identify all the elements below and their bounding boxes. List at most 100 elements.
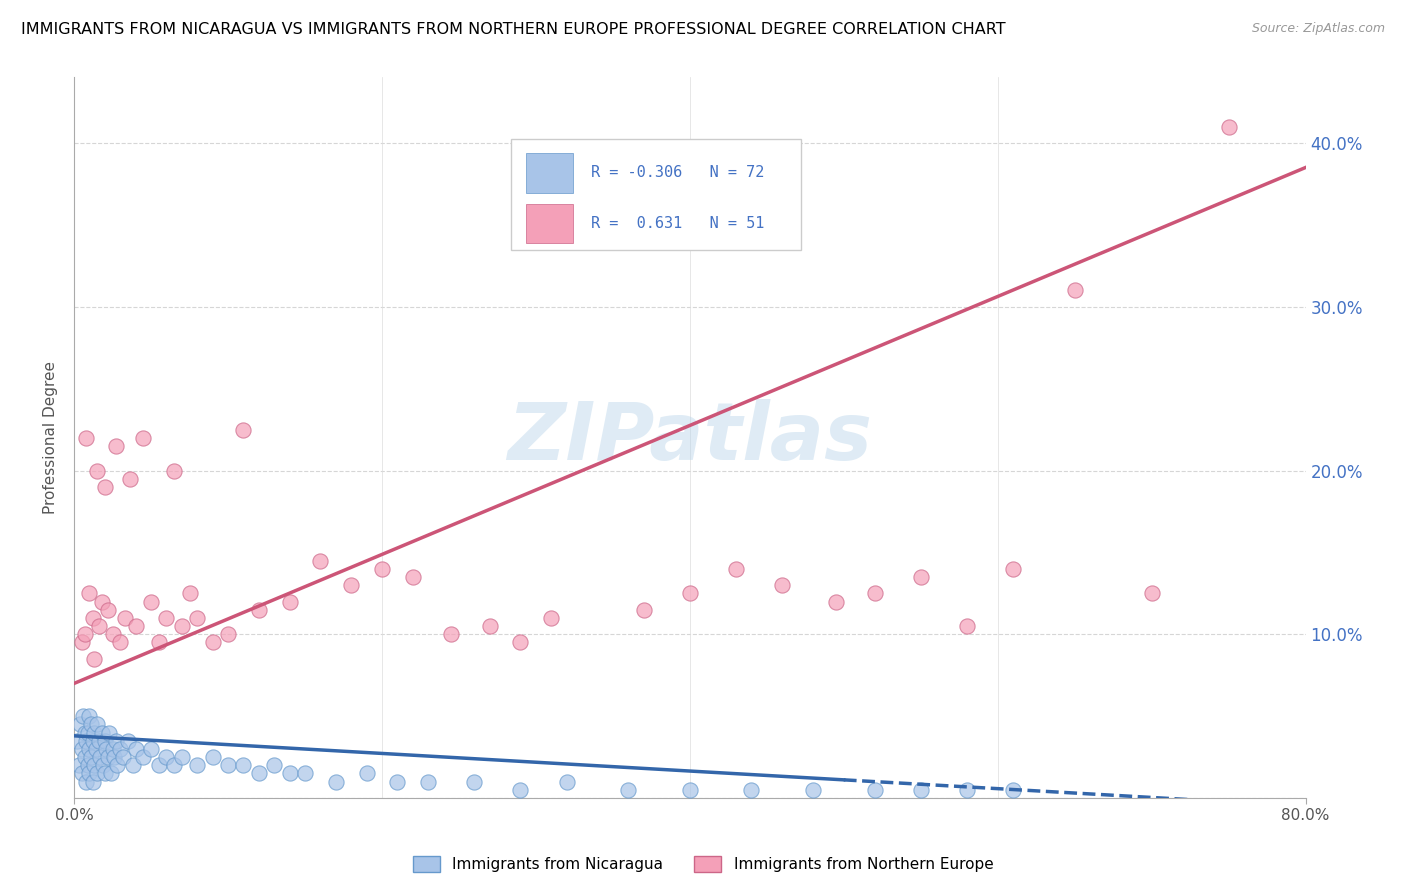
Point xyxy=(179,586,201,600)
Point xyxy=(1002,783,1025,797)
Point xyxy=(101,627,124,641)
Point xyxy=(910,783,932,797)
Point xyxy=(555,774,578,789)
Point xyxy=(75,431,97,445)
Point xyxy=(863,783,886,797)
Point xyxy=(1063,284,1085,298)
Point xyxy=(90,594,112,608)
Point xyxy=(82,733,104,747)
Point xyxy=(586,210,609,224)
Point xyxy=(232,423,254,437)
Point xyxy=(155,750,177,764)
Point xyxy=(67,758,90,772)
Point xyxy=(96,742,118,756)
Point xyxy=(124,619,146,633)
Point xyxy=(309,553,332,567)
Point xyxy=(356,766,378,780)
FancyBboxPatch shape xyxy=(512,138,800,251)
Point xyxy=(201,635,224,649)
Point xyxy=(84,742,107,756)
Point xyxy=(163,758,186,772)
Text: R =  0.631   N = 51: R = 0.631 N = 51 xyxy=(592,216,765,231)
Point xyxy=(801,783,824,797)
Point xyxy=(148,635,170,649)
Point xyxy=(82,774,104,789)
Point xyxy=(105,758,128,772)
Point xyxy=(104,439,127,453)
Point xyxy=(124,742,146,756)
Point xyxy=(86,463,108,477)
Point xyxy=(825,594,848,608)
Point xyxy=(910,570,932,584)
Point xyxy=(148,758,170,772)
Point xyxy=(77,725,100,739)
Point xyxy=(163,463,186,477)
Point xyxy=(87,619,110,633)
Point xyxy=(679,783,702,797)
Point xyxy=(478,619,501,633)
Point xyxy=(114,611,136,625)
Point xyxy=(956,783,979,797)
Point xyxy=(70,766,93,780)
Point xyxy=(263,758,285,772)
Point xyxy=(740,783,762,797)
Point xyxy=(201,750,224,764)
Y-axis label: Professional Degree: Professional Degree xyxy=(44,361,58,515)
Point xyxy=(89,750,111,764)
Text: Source: ZipAtlas.com: Source: ZipAtlas.com xyxy=(1251,22,1385,36)
Point xyxy=(82,611,104,625)
Point xyxy=(117,733,139,747)
Point xyxy=(325,774,347,789)
Point xyxy=(1140,586,1163,600)
Point xyxy=(70,635,93,649)
Point xyxy=(79,766,101,780)
Point xyxy=(72,709,94,723)
Point xyxy=(70,742,93,756)
Point xyxy=(66,733,89,747)
Point xyxy=(509,635,531,649)
Point xyxy=(83,725,105,739)
Point xyxy=(170,619,193,633)
Point xyxy=(139,594,162,608)
FancyBboxPatch shape xyxy=(526,203,572,244)
Point xyxy=(103,750,125,764)
Point xyxy=(770,578,793,592)
Point xyxy=(86,766,108,780)
Point xyxy=(278,766,301,780)
Point xyxy=(83,758,105,772)
Text: IMMIGRANTS FROM NICARAGUA VS IMMIGRANTS FROM NORTHERN EUROPE PROFESSIONAL DEGREE: IMMIGRANTS FROM NICARAGUA VS IMMIGRANTS … xyxy=(21,22,1005,37)
Text: R = -0.306   N = 72: R = -0.306 N = 72 xyxy=(592,165,765,180)
Point xyxy=(440,627,463,641)
Point xyxy=(104,733,127,747)
Point xyxy=(110,635,132,649)
Point xyxy=(509,783,531,797)
Point xyxy=(247,603,270,617)
Point xyxy=(94,766,117,780)
Point xyxy=(139,742,162,756)
Point xyxy=(956,619,979,633)
Point xyxy=(79,742,101,756)
Point xyxy=(1218,120,1240,134)
Point xyxy=(371,562,394,576)
Point xyxy=(247,766,270,780)
Point xyxy=(679,586,702,600)
Point xyxy=(863,586,886,600)
Point xyxy=(94,480,117,494)
Point xyxy=(217,758,239,772)
Point xyxy=(73,627,96,641)
Point xyxy=(75,774,97,789)
Point xyxy=(97,603,120,617)
Point xyxy=(1002,562,1025,576)
Point xyxy=(132,750,155,764)
Point xyxy=(90,725,112,739)
Point xyxy=(278,594,301,608)
Point xyxy=(97,750,120,764)
Point xyxy=(724,562,747,576)
Point xyxy=(463,774,485,789)
Point xyxy=(77,758,100,772)
Point xyxy=(100,766,122,780)
Point xyxy=(617,783,640,797)
Point xyxy=(155,611,177,625)
Point xyxy=(98,725,121,739)
Point xyxy=(294,766,316,780)
